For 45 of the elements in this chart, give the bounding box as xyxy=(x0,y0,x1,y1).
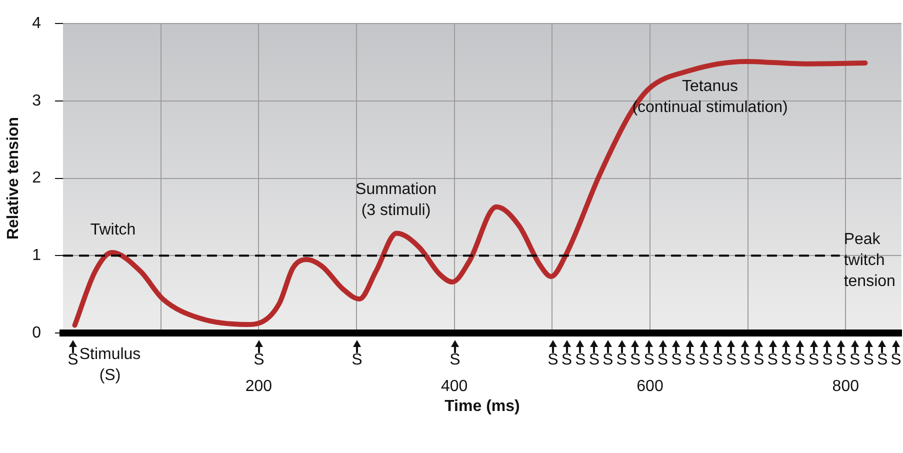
text: S xyxy=(254,351,264,368)
text: S xyxy=(671,351,682,368)
ref-line-label: Peak twitch tension xyxy=(844,231,896,290)
y-tick-label: 2 xyxy=(32,170,42,187)
text: S xyxy=(588,351,600,368)
x-tick-label: 400 xyxy=(440,378,468,396)
x-tick-label: 600 xyxy=(636,378,664,396)
x-axis-title: Time (ms) xyxy=(444,398,520,415)
text: S xyxy=(822,351,833,368)
text: S xyxy=(548,351,558,368)
text: S xyxy=(767,351,778,368)
text: S xyxy=(352,351,362,368)
text: S xyxy=(863,351,874,368)
y-tick-label: 0 xyxy=(32,324,42,342)
text: S xyxy=(602,351,614,368)
y-tick-label: 4 xyxy=(32,15,42,32)
text: S xyxy=(876,351,888,368)
text: S xyxy=(450,351,460,368)
text: S xyxy=(684,351,696,368)
annotation: Summation (3 stimuli) xyxy=(356,180,436,219)
text: S xyxy=(740,351,750,368)
text: S xyxy=(712,351,723,368)
x-tick-label: 800 xyxy=(832,378,860,396)
text: S xyxy=(616,351,627,368)
y-tick-label: 1 xyxy=(32,247,42,264)
text: S xyxy=(68,351,78,368)
text: S xyxy=(630,351,641,368)
text: S xyxy=(850,351,860,368)
text: S xyxy=(753,351,764,368)
y-axis-title: Relative tension xyxy=(5,116,22,240)
annotation: Twitch xyxy=(90,221,136,238)
text: S xyxy=(561,351,572,368)
text: S xyxy=(698,351,710,368)
text: Stimulus (S) xyxy=(79,346,141,384)
text: S xyxy=(780,351,792,368)
x-tick-label: 200 xyxy=(245,378,272,396)
text: S xyxy=(726,351,737,368)
text: S xyxy=(794,351,806,368)
text: S xyxy=(575,351,586,368)
text: S xyxy=(890,351,902,368)
text: S xyxy=(657,351,668,368)
y-tick-label: 3 xyxy=(32,92,42,110)
text: S xyxy=(836,351,846,368)
text: S xyxy=(644,351,654,368)
text: S xyxy=(808,351,820,368)
